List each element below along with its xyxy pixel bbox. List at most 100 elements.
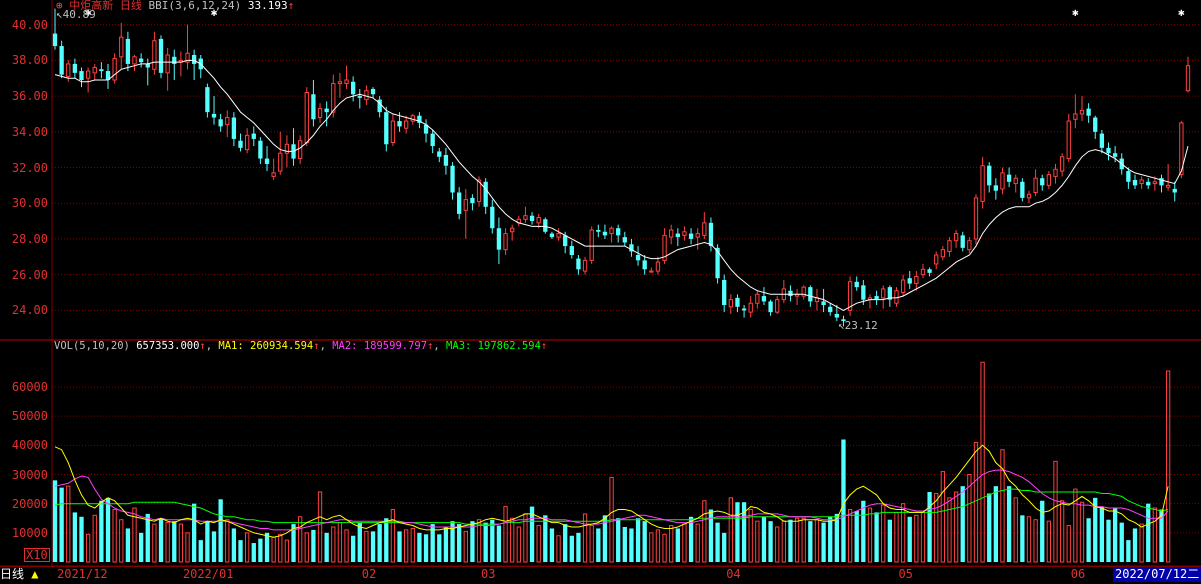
volume-bar	[1079, 501, 1085, 563]
volume-bar	[1165, 370, 1171, 563]
candle-body	[185, 52, 190, 63]
candle-body	[79, 71, 84, 80]
volume-bar	[602, 515, 608, 562]
candle-body	[973, 197, 979, 240]
candle-body	[397, 121, 402, 127]
candle-body	[317, 108, 323, 118]
price-header: ⊕ 中炬高新 日线 BBI(3,6,12,24) 33.193↑	[56, 0, 294, 12]
volume-bar	[980, 361, 985, 563]
arrow-icon: ↖	[838, 319, 845, 332]
volume-bar	[741, 502, 747, 562]
volume-bar	[728, 497, 733, 563]
volume-tick-label: 20000	[11, 496, 48, 511]
candle-body	[523, 215, 528, 220]
period-label: 日线	[119, 0, 142, 12]
vol-label: VOL(5,10,20)	[54, 340, 130, 352]
candle-body	[927, 269, 932, 273]
volume-bar	[351, 535, 356, 562]
volume-bar	[781, 520, 786, 563]
volume-bar	[72, 512, 78, 562]
candle-body	[344, 79, 349, 85]
candle-body	[145, 63, 150, 68]
volume-bar	[1139, 523, 1144, 563]
candle-body	[457, 192, 462, 214]
current-date-box[interactable]: 2022/07/12二	[1113, 567, 1201, 582]
volume-bar	[761, 516, 767, 562]
volume-bar	[1000, 449, 1005, 563]
volume-bar	[476, 519, 482, 563]
high-value: 40.89	[62, 8, 96, 21]
candle-body	[655, 261, 661, 272]
candle-body	[1026, 193, 1032, 199]
month-label: 2022/01	[182, 567, 234, 581]
volume-bar	[291, 524, 296, 562]
volume-bar	[145, 513, 150, 562]
volume-bar	[834, 513, 839, 562]
volume-bar	[629, 528, 634, 562]
volume-bar	[112, 509, 117, 563]
volume-bar	[735, 502, 740, 562]
candle-body	[1146, 181, 1151, 186]
volume-bar	[900, 503, 906, 563]
candle-body	[377, 99, 382, 113]
candle-body	[801, 286, 806, 297]
volume-bar	[344, 529, 349, 563]
candle-body	[231, 117, 237, 139]
volume-bar	[437, 534, 442, 562]
candle-body	[874, 296, 879, 300]
volume-bar	[801, 517, 806, 563]
candle-body	[251, 133, 256, 139]
candle-body	[934, 254, 939, 265]
volume-bar	[1093, 497, 1098, 562]
volume-bar	[450, 521, 455, 562]
candle-body	[1179, 122, 1184, 176]
volume-bar	[231, 528, 237, 562]
volume-bar	[377, 524, 382, 562]
candle-body	[1152, 181, 1158, 185]
candle-body	[622, 237, 627, 243]
period-tab[interactable]: 日线 ▲	[0, 568, 38, 580]
volume-bar	[165, 522, 170, 563]
candle-body	[894, 290, 899, 304]
candle-body	[967, 240, 972, 251]
volume-bar	[225, 519, 230, 563]
signal-star-icon: ✱	[1072, 6, 1079, 19]
price-tick-label: 32.00	[11, 160, 48, 175]
candle-body	[112, 58, 117, 81]
candle-body	[629, 244, 634, 252]
volume-bar	[993, 486, 999, 562]
volume-bar	[987, 493, 992, 562]
volume-bar	[66, 485, 71, 563]
candle-body	[576, 258, 581, 270]
volume-bar	[278, 533, 283, 563]
candle-body	[980, 165, 985, 202]
current-weekday: 二	[1187, 567, 1200, 581]
volume-bar	[211, 531, 217, 562]
candle-body	[119, 36, 124, 58]
candle-body	[847, 281, 853, 311]
candle-body	[430, 133, 435, 147]
volume-bar	[52, 480, 58, 562]
candle-body	[755, 293, 760, 304]
candle-body	[854, 281, 859, 288]
volume-bar	[967, 474, 972, 563]
volume-bar	[158, 518, 164, 562]
candle-body	[1099, 133, 1105, 148]
candle-body	[987, 165, 992, 186]
candle-body	[834, 313, 839, 318]
candle-body	[536, 217, 541, 224]
candle-body	[881, 288, 886, 299]
volume-bar	[264, 532, 270, 562]
candle-body	[1093, 117, 1098, 132]
candle-body	[1185, 65, 1191, 92]
price-tick-label: 40.00	[11, 17, 48, 32]
candle-body	[549, 233, 555, 238]
candle-body	[404, 120, 409, 129]
candle-body	[125, 38, 131, 64]
volume-bar	[563, 524, 568, 562]
ma2-label: MA2:	[332, 340, 358, 352]
candle-body	[423, 124, 429, 134]
volume-bar	[510, 517, 515, 563]
